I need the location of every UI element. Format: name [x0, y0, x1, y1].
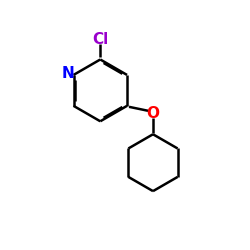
Text: O: O	[146, 106, 160, 121]
Text: N: N	[62, 66, 74, 81]
Text: Cl: Cl	[92, 32, 108, 47]
